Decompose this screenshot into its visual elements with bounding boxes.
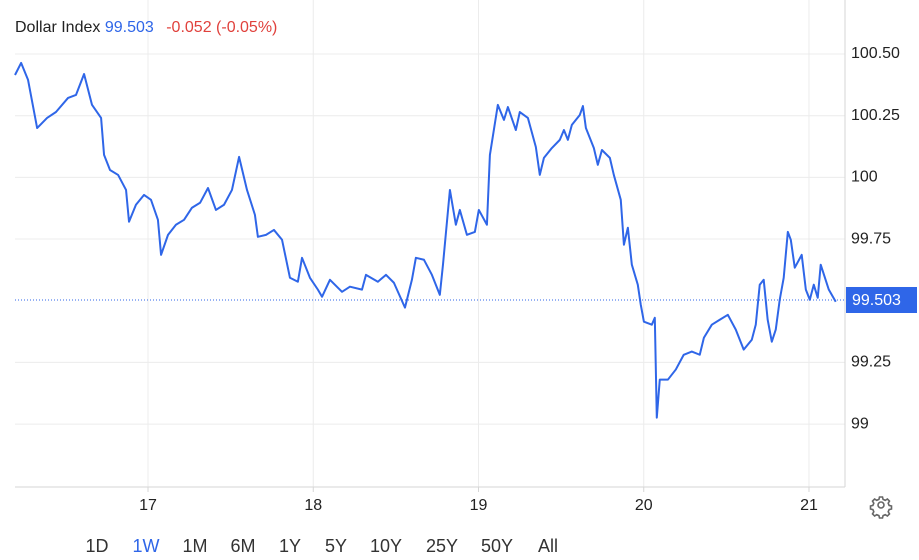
grid: [15, 0, 845, 487]
price: 99.503: [104, 19, 154, 36]
range-button[interactable]: 50Y: [480, 536, 514, 556]
x-tick-label: 18: [304, 497, 322, 514]
y-tick-label: 100: [851, 169, 878, 186]
range-button[interactable]: 6M: [230, 536, 256, 556]
range-button[interactable]: 5Y: [324, 536, 348, 556]
settings-icon[interactable]: [869, 496, 893, 519]
range-selector: 1D 1W 1M 6M 1Y 5Y 10Y 25Y 50Y All: [0, 534, 919, 560]
x-tick-label: 19: [470, 497, 488, 514]
header: Dollar Index 99.503 -0.052 (-0.05%): [15, 19, 277, 37]
current-price-badge: [846, 286, 917, 313]
price-change: -0.052 (-0.05%): [166, 19, 278, 36]
x-tick-label: 20: [635, 497, 653, 514]
chart: 99 99.25 99.75 100 100.25 100.50 17 18 19 20 21 99.…: [14, 0, 917, 519]
gear-hub: [877, 501, 885, 509]
y-tick-label: 100.50: [851, 45, 900, 62]
y-tick-label: 99.25: [851, 354, 891, 371]
range-button[interactable]: 1W: [132, 536, 160, 556]
range-button[interactable]: 1M: [182, 536, 208, 556]
gear: [869, 496, 893, 519]
current-price-label: 99.503: [852, 292, 901, 309]
x-tick-label: 17: [139, 497, 157, 514]
y-tick-label: 99.75: [851, 230, 891, 247]
range-button[interactable]: All: [537, 536, 559, 556]
instrument-name: Dollar Index: [15, 19, 101, 36]
range-button[interactable]: 10Y: [369, 536, 403, 556]
price-line: [14, 61, 837, 419]
range-button[interactable]: 1Y: [278, 536, 302, 556]
x-tick-label: 21: [800, 497, 818, 514]
y-tick-label: 99: [851, 415, 869, 432]
range-button[interactable]: 25Y: [425, 536, 459, 556]
y-tick-label: 100.25: [851, 107, 900, 124]
range-button[interactable]: 1D: [85, 536, 109, 556]
